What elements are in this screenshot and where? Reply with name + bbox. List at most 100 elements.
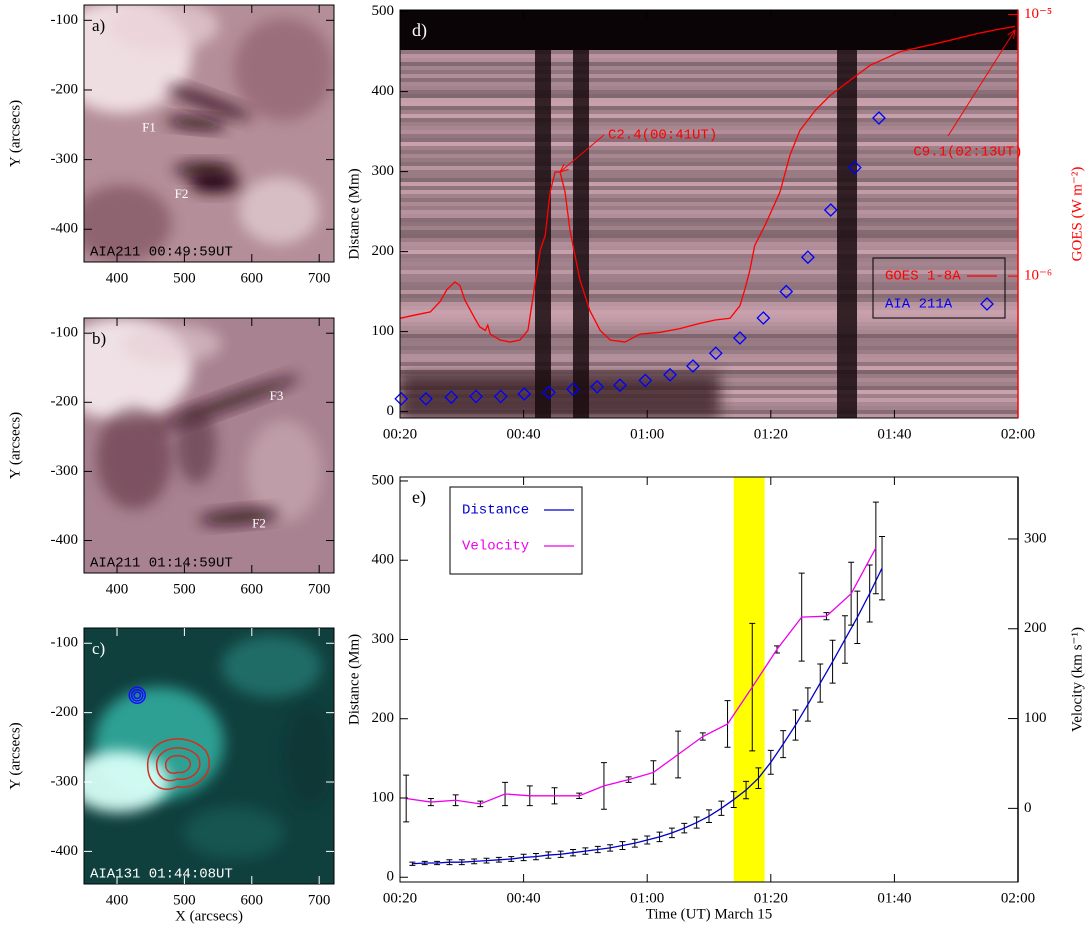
y-tick-label: -300 bbox=[51, 773, 79, 789]
image-caption: AIA211 01:14:59UT bbox=[90, 556, 233, 572]
x-tick-label: 700 bbox=[308, 581, 331, 597]
map-stripe bbox=[400, 230, 1018, 234]
y-tick-label: 400 bbox=[372, 552, 395, 568]
map-stripe bbox=[400, 78, 1018, 82]
legend-box bbox=[450, 487, 582, 574]
panel-label: d) bbox=[412, 20, 427, 41]
y-tick-label: -400 bbox=[51, 532, 79, 548]
y-tick-label: -100 bbox=[51, 12, 79, 28]
x-tick-label: 600 bbox=[241, 581, 264, 597]
map-stripe bbox=[400, 58, 1018, 62]
map-stripe bbox=[400, 174, 1018, 178]
y2-tick-label: 10⁻⁵ bbox=[1024, 6, 1052, 22]
map-stripe bbox=[400, 202, 1018, 206]
highlight-band bbox=[734, 477, 765, 882]
y-tick-label: -100 bbox=[51, 325, 79, 341]
map-stripe bbox=[400, 358, 1018, 362]
legend-label: Distance bbox=[462, 503, 529, 519]
y-tick-label: 500 bbox=[372, 472, 395, 488]
image-structure bbox=[184, 807, 284, 858]
x-tick-label: 01:20 bbox=[754, 426, 788, 442]
map-stripe bbox=[400, 258, 1018, 262]
map-stripe bbox=[400, 86, 1018, 90]
map-stripe bbox=[400, 166, 1018, 170]
map-stripe bbox=[400, 330, 1018, 334]
map-stripe bbox=[400, 222, 1018, 226]
y2-tick-label: 0 bbox=[1024, 800, 1032, 816]
legend-label: AIA 211A bbox=[885, 297, 953, 313]
x-tick-label: 02:00 bbox=[1001, 890, 1035, 906]
image-structure bbox=[247, 420, 322, 522]
map-stripe bbox=[400, 206, 1018, 210]
image-structure bbox=[109, 0, 219, 51]
map-stripe bbox=[400, 234, 1018, 238]
solar-image bbox=[69, 628, 334, 884]
map-stripe bbox=[400, 326, 1018, 330]
map-stripe bbox=[400, 290, 1018, 294]
map-stripe bbox=[400, 94, 1018, 98]
y-tick-label: -200 bbox=[51, 81, 79, 97]
y-tick-label: -300 bbox=[51, 151, 79, 167]
map-stripe bbox=[400, 366, 1018, 370]
x-tick-label: 500 bbox=[173, 581, 196, 597]
y2-tick-label: 100 bbox=[1024, 710, 1047, 726]
map-stripe bbox=[400, 338, 1018, 342]
y-axis-label: Y (arcsecs) bbox=[7, 412, 23, 479]
gap-band bbox=[573, 50, 589, 418]
map-stripe bbox=[400, 314, 1018, 318]
y-tick-label: -200 bbox=[51, 704, 79, 720]
figure: a)AIA211 00:49:59UTF1F2400500600700-100-… bbox=[0, 0, 1089, 939]
map-stripe bbox=[400, 62, 1018, 66]
y-tick-label: -200 bbox=[51, 394, 79, 410]
x-tick-label: 00:40 bbox=[507, 890, 541, 906]
image-structure bbox=[284, 705, 334, 807]
y-tick-label: 200 bbox=[372, 710, 395, 726]
map-stripe bbox=[400, 98, 1018, 102]
image-structure bbox=[122, 323, 222, 364]
legend-label: Velocity bbox=[462, 539, 529, 555]
map-top-band bbox=[400, 10, 1018, 50]
feature-label: F1 bbox=[142, 119, 156, 134]
map-stripe bbox=[400, 162, 1018, 166]
x-axis-label: Time (UT) March 15 bbox=[646, 906, 773, 922]
feature-label: F2 bbox=[252, 516, 266, 531]
image-structure bbox=[189, 172, 239, 193]
map-stripe bbox=[400, 50, 1018, 54]
map-stripe bbox=[400, 82, 1018, 86]
x-tick-label: 02:00 bbox=[1001, 426, 1035, 442]
y2-axis-label: GOES (W m⁻²) bbox=[1069, 167, 1085, 262]
x-tick-label: 700 bbox=[308, 270, 331, 286]
map-stripe bbox=[400, 226, 1018, 230]
y2-tick-label: 200 bbox=[1024, 620, 1047, 636]
map-stripe bbox=[400, 214, 1018, 218]
map-stripe bbox=[400, 286, 1018, 290]
solar-image bbox=[52, 0, 335, 262]
gap-band bbox=[535, 50, 551, 418]
map-stripe bbox=[400, 74, 1018, 78]
map-stripe bbox=[400, 346, 1018, 350]
map-stripe bbox=[400, 122, 1018, 126]
map-stripe bbox=[400, 250, 1018, 254]
map-stripe bbox=[400, 254, 1018, 258]
page: {"chart_data": [ {"type": "image", "pane… bbox=[0, 0, 1089, 944]
y-axis-label: Y (arcsecs) bbox=[7, 100, 23, 167]
x-axis-label: X (arcsecs) bbox=[175, 908, 243, 924]
map-stripe bbox=[400, 182, 1018, 186]
map-stripe bbox=[400, 66, 1018, 70]
time-distance-map bbox=[400, 10, 1018, 418]
panel-label: e) bbox=[412, 487, 426, 508]
x-tick-label: 01:00 bbox=[630, 426, 664, 442]
x-tick-label: 400 bbox=[106, 581, 129, 597]
map-stripe bbox=[400, 106, 1018, 110]
map-stripe bbox=[400, 102, 1018, 106]
x-tick-label: 400 bbox=[106, 270, 129, 286]
map-stripe bbox=[400, 170, 1018, 174]
map-stripe bbox=[400, 218, 1018, 222]
x-tick-label: 600 bbox=[241, 892, 264, 908]
map-stripe bbox=[400, 246, 1018, 250]
y-tick-label: -100 bbox=[51, 635, 79, 651]
y2-tick-label: 300 bbox=[1024, 530, 1047, 546]
map-stripe bbox=[400, 90, 1018, 94]
y-tick-label: 200 bbox=[372, 243, 395, 259]
panel-label: a) bbox=[92, 16, 105, 35]
